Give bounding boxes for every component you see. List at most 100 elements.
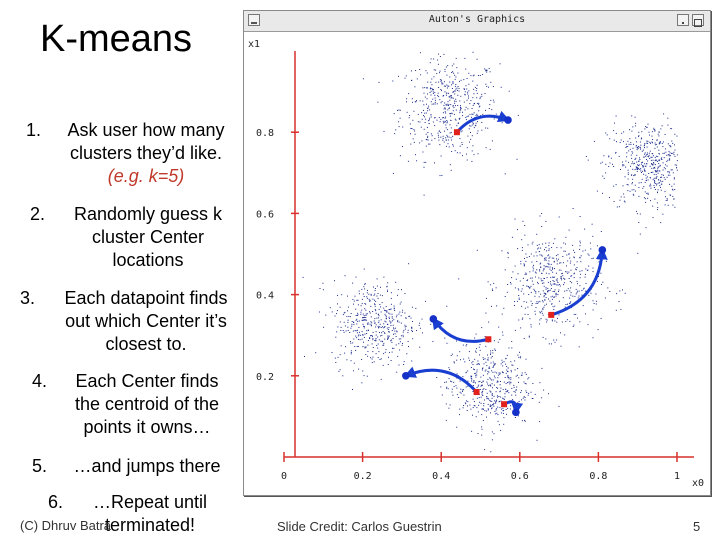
data-point [669,159,671,161]
data-point [671,188,673,190]
data-point [507,252,509,254]
data-point [426,98,428,100]
data-point [385,321,387,323]
data-point [625,147,627,148]
data-point [472,113,474,115]
data-point [572,326,574,327]
data-point [449,369,451,371]
data-point [445,66,447,68]
data-point [382,364,384,366]
data-point [517,415,519,417]
data-point [494,377,496,379]
data-point [467,385,469,387]
data-point [649,134,650,136]
data-point [492,352,494,354]
data-point [471,150,473,152]
data-point [580,273,582,275]
data-point [644,170,646,172]
data-point [645,180,647,181]
data-point [639,146,641,148]
data-point [390,360,392,361]
data-point [486,85,488,87]
data-point [595,300,597,302]
data-point [347,310,348,312]
data-point [563,242,565,244]
data-point [516,386,518,388]
data-point [609,162,611,164]
data-point [471,160,473,162]
data-point [548,254,550,256]
data-point [585,268,587,270]
data-point [524,307,526,309]
maximize-button[interactable] [692,14,704,27]
minimize-button[interactable] [677,14,689,26]
data-point [470,75,472,77]
data-point [655,184,657,186]
data-point [390,340,392,342]
data-point [668,155,670,157]
window-menu-button[interactable] [248,14,260,26]
data-point [485,83,487,85]
data-point [649,165,651,167]
data-point [478,106,480,108]
data-point [430,133,432,135]
data-point [553,308,555,310]
data-point [658,163,660,165]
data-point [504,296,506,297]
data-point [475,374,477,376]
data-point [644,198,646,200]
data-point [525,373,527,375]
data-point [518,298,520,300]
data-point [646,142,648,144]
data-point [472,414,473,416]
data-point [649,177,651,179]
data-point [630,174,632,176]
data-point [620,169,621,170]
data-point [470,367,472,368]
data-point [448,378,450,380]
data-point [442,137,444,139]
data-point [564,334,566,336]
data-point [398,343,400,345]
data-point [481,393,483,395]
data-point [475,372,477,374]
data-point [387,337,389,339]
data-point [339,321,341,323]
window-titlebar[interactable]: Auton's Graphics [244,11,710,32]
data-point [455,109,457,111]
data-point [561,321,563,323]
data-point [355,315,357,316]
data-point [486,410,488,412]
data-point [436,73,438,75]
data-point [410,128,412,129]
data-point [392,338,394,339]
data-point [513,386,515,388]
data-point [669,194,671,196]
data-point [487,281,489,283]
data-point [632,168,634,170]
data-point [643,165,645,167]
data-point [368,293,370,295]
data-point [331,352,333,353]
data-point [513,384,515,386]
data-point [497,396,499,398]
data-point [470,138,472,140]
autons-graphics-window[interactable]: Auton's Graphics x1 0.8 0.6 0.4 0.2 0 0.2 0.4 0.… [243,10,711,496]
data-point [443,53,445,55]
data-point [641,162,643,163]
data-point [491,431,493,433]
data-point [494,400,496,402]
data-point [646,152,648,154]
data-point [541,367,543,369]
data-point [456,387,458,389]
data-point [503,417,505,419]
data-point [365,309,367,311]
data-point [662,146,664,148]
data-point [525,272,527,274]
data-point [416,330,418,331]
data-point [551,257,553,259]
data-point [538,251,540,253]
data-point [492,366,494,368]
data-point [370,335,371,337]
data-point [552,271,554,273]
